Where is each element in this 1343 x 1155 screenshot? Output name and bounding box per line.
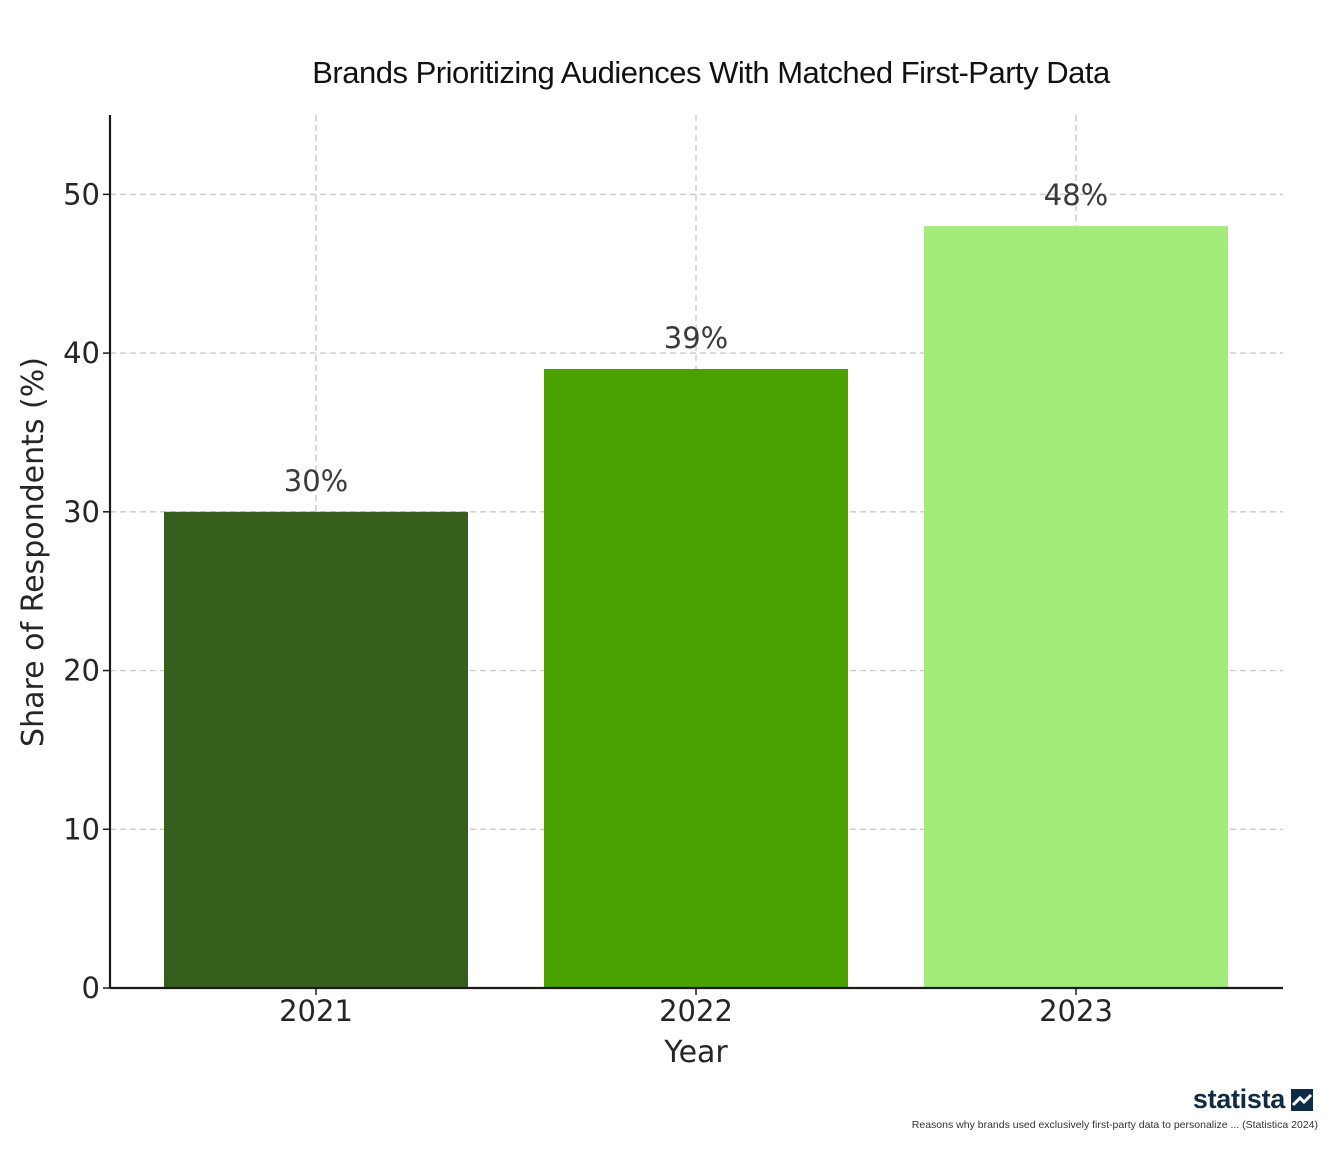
y-tick-label: 0 <box>82 971 100 1005</box>
statista-logo-text: statista <box>1192 1084 1285 1114</box>
bar-2022 <box>544 368 848 988</box>
y-tick-label: 40 <box>63 336 100 370</box>
y-tick-label: 50 <box>63 177 100 211</box>
data-label-2022: 39% <box>664 321 728 355</box>
y-tick-label: 30 <box>63 495 100 529</box>
y-axis-label: Share of Respondents (%) <box>16 357 51 747</box>
bar-2023 <box>924 226 1228 989</box>
x-tick-label: 2023 <box>1039 994 1113 1028</box>
y-ticks: 0 10 20 30 40 50 <box>63 177 110 1005</box>
statista-logo: statista <box>1193 1084 1313 1115</box>
y-tick-label: 20 <box>63 654 100 688</box>
y-tick-label: 10 <box>63 812 100 846</box>
x-ticks: 2021 2022 2023 <box>279 988 1113 1028</box>
data-label-2023: 48% <box>1044 178 1108 212</box>
x-axis-label: Year <box>663 1035 728 1070</box>
bars <box>164 226 1228 989</box>
data-labels: 30% 39% 48% <box>284 178 1108 498</box>
source-note: Reasons why brands used exclusively firs… <box>911 1119 1318 1131</box>
chart-title: Brands Prioritizing Audiences With Match… <box>312 55 1111 90</box>
x-tick-label: 2021 <box>279 994 353 1028</box>
x-tick-label: 2022 <box>659 994 733 1028</box>
bar-2021 <box>164 511 468 988</box>
data-label-2021: 30% <box>284 464 348 498</box>
statista-logo-icon <box>1291 1088 1313 1111</box>
